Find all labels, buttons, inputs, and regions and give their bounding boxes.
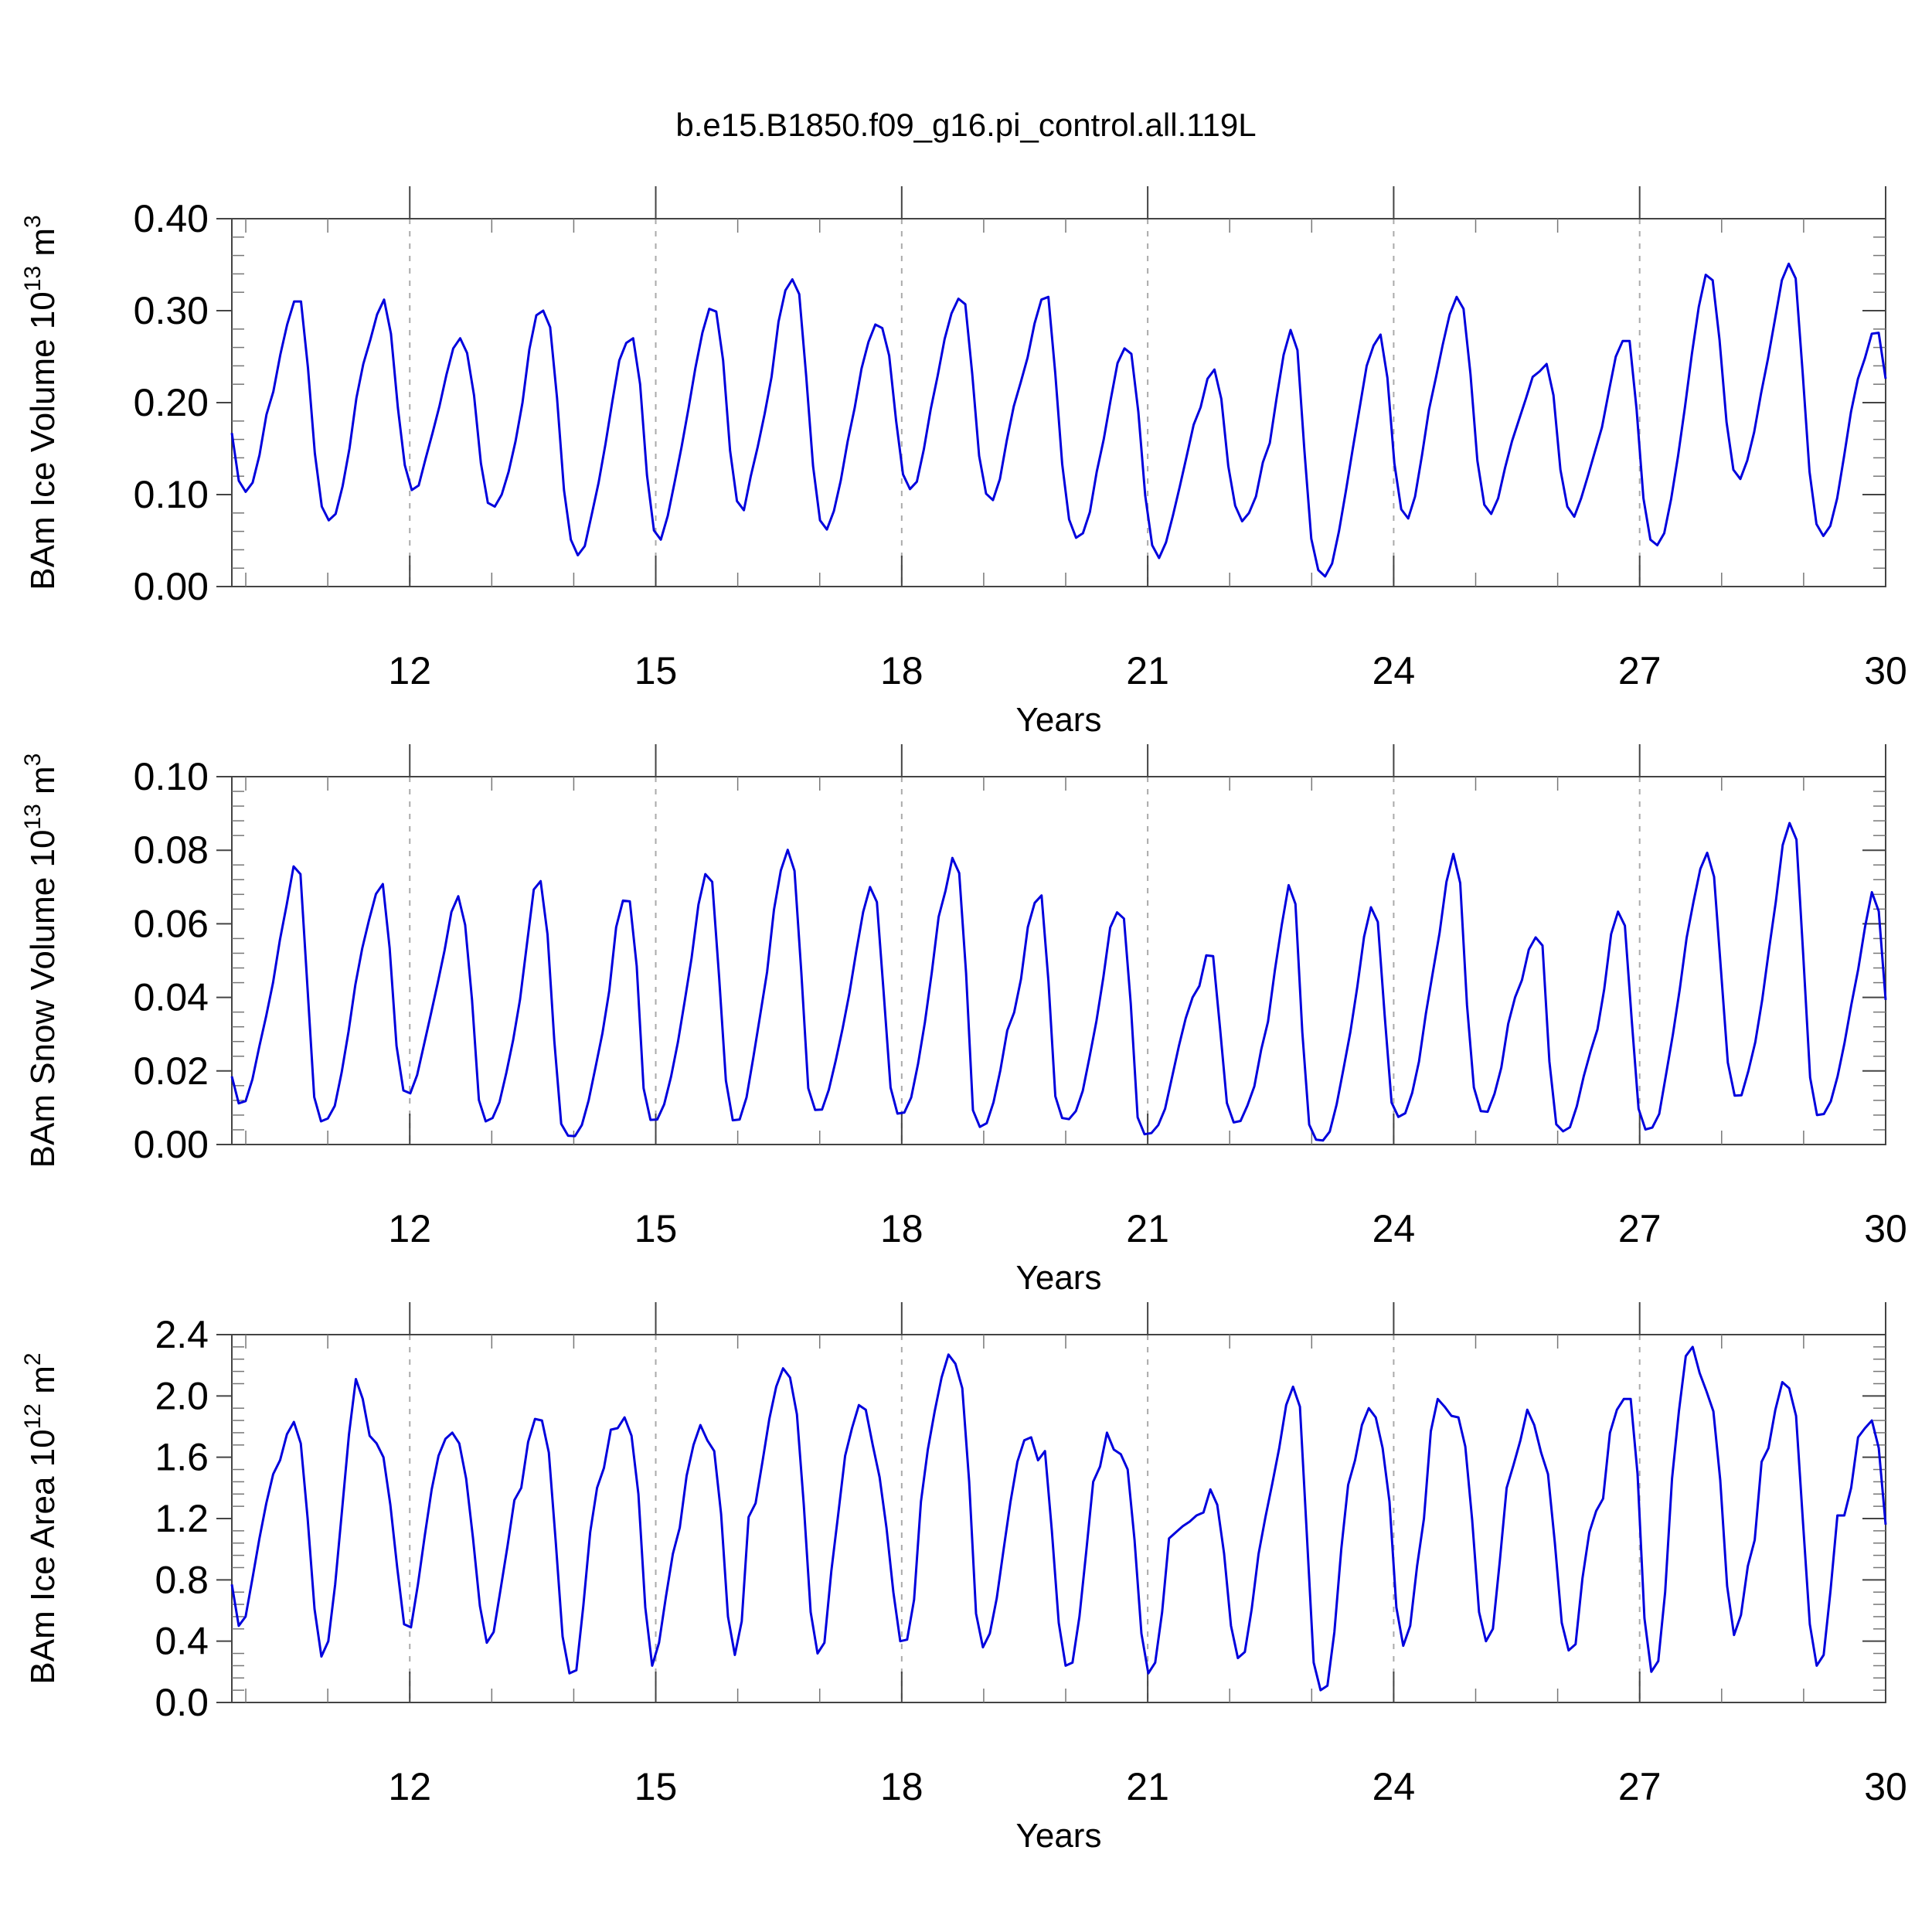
x-axis-label: Years <box>1016 1259 1102 1297</box>
x-tick-label: 12 <box>388 1765 431 1808</box>
y-axis-label: BAm Ice Volume 1013 m3 <box>20 215 62 590</box>
x-tick-label: 27 <box>1618 649 1662 692</box>
y-axis-label: BAm Ice Area 1012 m2 <box>20 1352 62 1684</box>
y-tick-label: 0.30 <box>134 289 209 332</box>
x-tick-label: 27 <box>1618 1207 1662 1250</box>
x-tick-label: 18 <box>880 1207 923 1250</box>
x-tick-label: 30 <box>1864 1765 1907 1808</box>
x-axis-label: Years <box>1016 1817 1102 1855</box>
x-tick-label: 18 <box>880 1765 923 1808</box>
x-tick-label: 21 <box>1126 649 1169 692</box>
y-axis-label: BAm Snow Volume 1013 m3 <box>20 753 62 1168</box>
x-tick-label: 12 <box>388 649 431 692</box>
x-tick-label: 24 <box>1372 1207 1416 1250</box>
y-tick-label: 0.10 <box>134 755 209 798</box>
y-tick-label: 0.02 <box>134 1049 209 1093</box>
x-tick-label: 15 <box>634 1765 678 1808</box>
x-tick-label: 24 <box>1372 1765 1416 1808</box>
panel-3: 0.0 0.4 0.8 1.2 1.6 2.0 2.4 12 15 18 21 24 27 30 Years… <box>20 1302 1907 1855</box>
x-tick-label: 30 <box>1864 1207 1907 1250</box>
x-tick-label: 21 <box>1126 1207 1169 1250</box>
x-tick-label: 18 <box>880 649 923 692</box>
y-tick-label: 0.20 <box>134 381 209 424</box>
panel-1: 0.00 0.10 0.20 0.30 0.40 12 15 18 21 24 27 30 Years B… <box>20 186 1907 739</box>
x-tick-label: 15 <box>634 649 678 692</box>
y-tick-label: 1.6 <box>155 1436 209 1479</box>
x-tick-label: 15 <box>634 1207 678 1250</box>
y-tick-label: 1.2 <box>155 1497 209 1540</box>
y-tick-label: 0.04 <box>134 976 209 1019</box>
y-tick-label: 0.10 <box>134 473 209 516</box>
y-tick-label: 0.06 <box>134 902 209 945</box>
x-tick-label: 12 <box>388 1207 431 1250</box>
y-tick-label: 0.4 <box>155 1620 209 1663</box>
y-tick-label: 0.00 <box>134 1123 209 1166</box>
y-tick-label: 0.00 <box>134 565 209 608</box>
y-tick-label: 0.08 <box>134 828 209 872</box>
x-tick-label: 30 <box>1864 649 1907 692</box>
y-tick-label: 0.0 <box>155 1681 209 1724</box>
x-tick-label: 27 <box>1618 1765 1662 1808</box>
series-line-3 <box>230 1345 1887 1692</box>
figure-title: b.e15.B1850.f09_g16.pi_control.all.119L <box>675 107 1256 143</box>
plot-frame <box>231 776 1886 1145</box>
x-axis-label: Years <box>1016 701 1102 739</box>
plot-frame <box>231 1334 1886 1703</box>
y-tick-label: 0.8 <box>155 1558 209 1601</box>
y-tick-label: 0.40 <box>134 197 209 240</box>
series-line-2 <box>230 821 1887 1142</box>
y-tick-label: 2.0 <box>155 1374 209 1417</box>
series-line-1 <box>230 262 1887 578</box>
plot-frame <box>231 218 1886 587</box>
y-tick-label: 2.4 <box>155 1313 209 1356</box>
x-tick-label: 24 <box>1372 649 1416 692</box>
x-tick-label: 21 <box>1126 1765 1169 1808</box>
panel-2: 0.00 0.02 0.04 0.06 0.08 0.10 12 15 18 21 24 27 30 Ye… <box>20 744 1907 1297</box>
